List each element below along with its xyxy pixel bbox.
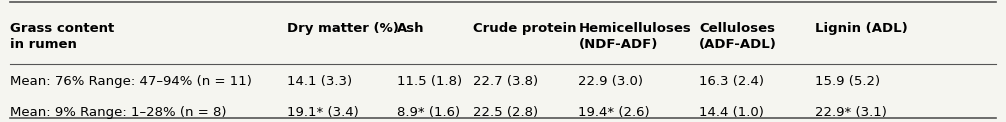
Text: Hemicelluloses
(NDF-ADF): Hemicelluloses (NDF-ADF) <box>578 22 691 51</box>
Text: 16.3 (2.4): 16.3 (2.4) <box>699 75 765 88</box>
Text: 14.1 (3.3): 14.1 (3.3) <box>287 75 352 88</box>
Text: 22.9 (3.0): 22.9 (3.0) <box>578 75 644 88</box>
Text: 22.5 (2.8): 22.5 (2.8) <box>473 106 538 119</box>
Text: Ash: Ash <box>397 22 425 35</box>
Text: 8.9* (1.6): 8.9* (1.6) <box>397 106 461 119</box>
Text: Grass content
in rumen: Grass content in rumen <box>10 22 115 51</box>
Text: Mean: 9% Range: 1–28% (n = 8): Mean: 9% Range: 1–28% (n = 8) <box>10 106 226 119</box>
Text: 19.1* (3.4): 19.1* (3.4) <box>287 106 358 119</box>
Text: Mean: 76% Range: 47–94% (n = 11): Mean: 76% Range: 47–94% (n = 11) <box>10 75 252 88</box>
Text: 11.5 (1.8): 11.5 (1.8) <box>397 75 463 88</box>
Text: 22.7 (3.8): 22.7 (3.8) <box>473 75 538 88</box>
Text: Dry matter (%): Dry matter (%) <box>287 22 398 35</box>
Text: 22.9* (3.1): 22.9* (3.1) <box>815 106 886 119</box>
Text: 14.4 (1.0): 14.4 (1.0) <box>699 106 764 119</box>
Text: Crude protein: Crude protein <box>473 22 576 35</box>
Text: 15.9 (5.2): 15.9 (5.2) <box>815 75 880 88</box>
Text: Celluloses
(ADF-ADL): Celluloses (ADF-ADL) <box>699 22 777 51</box>
Text: Lignin (ADL): Lignin (ADL) <box>815 22 907 35</box>
Text: 19.4* (2.6): 19.4* (2.6) <box>578 106 650 119</box>
